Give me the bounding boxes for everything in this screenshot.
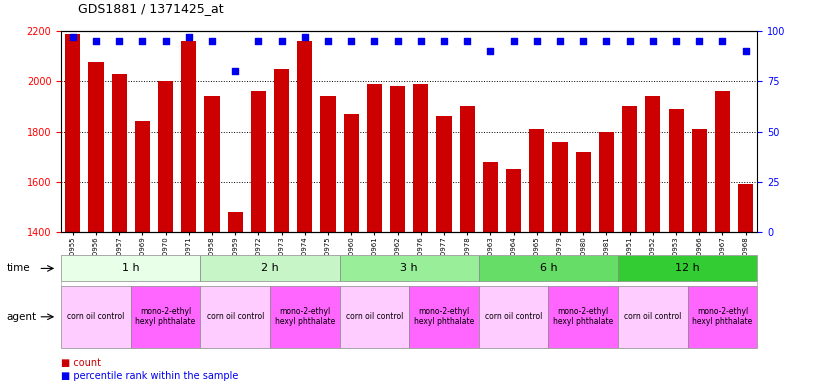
Point: [182, 34, 195, 40]
Point: [716, 38, 729, 44]
Text: mono-2-ethyl
hexyl phthalate: mono-2-ethyl hexyl phthalate: [135, 307, 196, 326]
Text: mono-2-ethyl
hexyl phthalate: mono-2-ethyl hexyl phthalate: [275, 307, 335, 326]
Point: [299, 34, 312, 40]
Text: mono-2-ethyl
hexyl phthalate: mono-2-ethyl hexyl phthalate: [553, 307, 614, 326]
Bar: [65, 35, 80, 232]
Point: [322, 38, 335, 44]
Bar: [367, 84, 382, 232]
Bar: [344, 114, 359, 232]
Bar: [251, 91, 266, 232]
Text: corn oil control: corn oil control: [624, 312, 681, 321]
Point: [669, 38, 682, 44]
Point: [159, 38, 172, 44]
Text: agent: agent: [7, 312, 37, 322]
Point: [252, 38, 265, 44]
Bar: [390, 86, 406, 232]
Text: corn oil control: corn oil control: [485, 312, 543, 321]
Bar: [437, 116, 451, 232]
Point: [553, 38, 566, 44]
Point: [693, 38, 706, 44]
Point: [646, 38, 659, 44]
Text: corn oil control: corn oil control: [346, 312, 403, 321]
Text: ■ percentile rank within the sample: ■ percentile rank within the sample: [61, 371, 238, 381]
Bar: [228, 212, 242, 232]
Point: [344, 38, 357, 44]
Text: mono-2-ethyl
hexyl phthalate: mono-2-ethyl hexyl phthalate: [692, 307, 752, 326]
Point: [530, 38, 543, 44]
Bar: [181, 41, 197, 232]
Bar: [413, 84, 428, 232]
Bar: [645, 96, 660, 232]
Point: [391, 38, 404, 44]
Point: [90, 38, 103, 44]
Bar: [274, 68, 289, 232]
Bar: [459, 106, 475, 232]
Point: [437, 38, 450, 44]
Text: corn oil control: corn oil control: [67, 312, 125, 321]
Point: [507, 38, 520, 44]
Text: 3 h: 3 h: [401, 263, 418, 273]
Text: mono-2-ethyl
hexyl phthalate: mono-2-ethyl hexyl phthalate: [414, 307, 474, 326]
Point: [461, 38, 474, 44]
Bar: [297, 41, 313, 232]
Bar: [506, 169, 521, 232]
Bar: [88, 62, 104, 232]
Point: [275, 38, 288, 44]
Point: [228, 68, 242, 74]
Point: [66, 34, 79, 40]
Bar: [599, 131, 614, 232]
Text: ■ count: ■ count: [61, 358, 101, 368]
Bar: [552, 142, 568, 232]
Bar: [205, 96, 220, 232]
Bar: [738, 184, 753, 232]
Text: 12 h: 12 h: [676, 263, 700, 273]
Bar: [576, 152, 591, 232]
Point: [484, 48, 497, 54]
Point: [113, 38, 126, 44]
Bar: [112, 74, 126, 232]
Point: [600, 38, 613, 44]
Bar: [668, 109, 684, 232]
Bar: [321, 96, 335, 232]
Text: 2 h: 2 h: [261, 263, 279, 273]
Text: 6 h: 6 h: [539, 263, 557, 273]
Bar: [158, 81, 173, 232]
Point: [136, 38, 149, 44]
Bar: [715, 91, 730, 232]
Text: corn oil control: corn oil control: [206, 312, 264, 321]
Point: [415, 38, 428, 44]
Text: 1 h: 1 h: [122, 263, 140, 273]
Bar: [530, 129, 544, 232]
Point: [577, 38, 590, 44]
Bar: [692, 129, 707, 232]
Bar: [622, 106, 637, 232]
Point: [206, 38, 219, 44]
Point: [623, 38, 636, 44]
Bar: [483, 162, 498, 232]
Text: GDS1881 / 1371425_at: GDS1881 / 1371425_at: [78, 2, 223, 15]
Bar: [135, 121, 150, 232]
Text: time: time: [7, 263, 30, 273]
Point: [739, 48, 752, 54]
Point: [368, 38, 381, 44]
